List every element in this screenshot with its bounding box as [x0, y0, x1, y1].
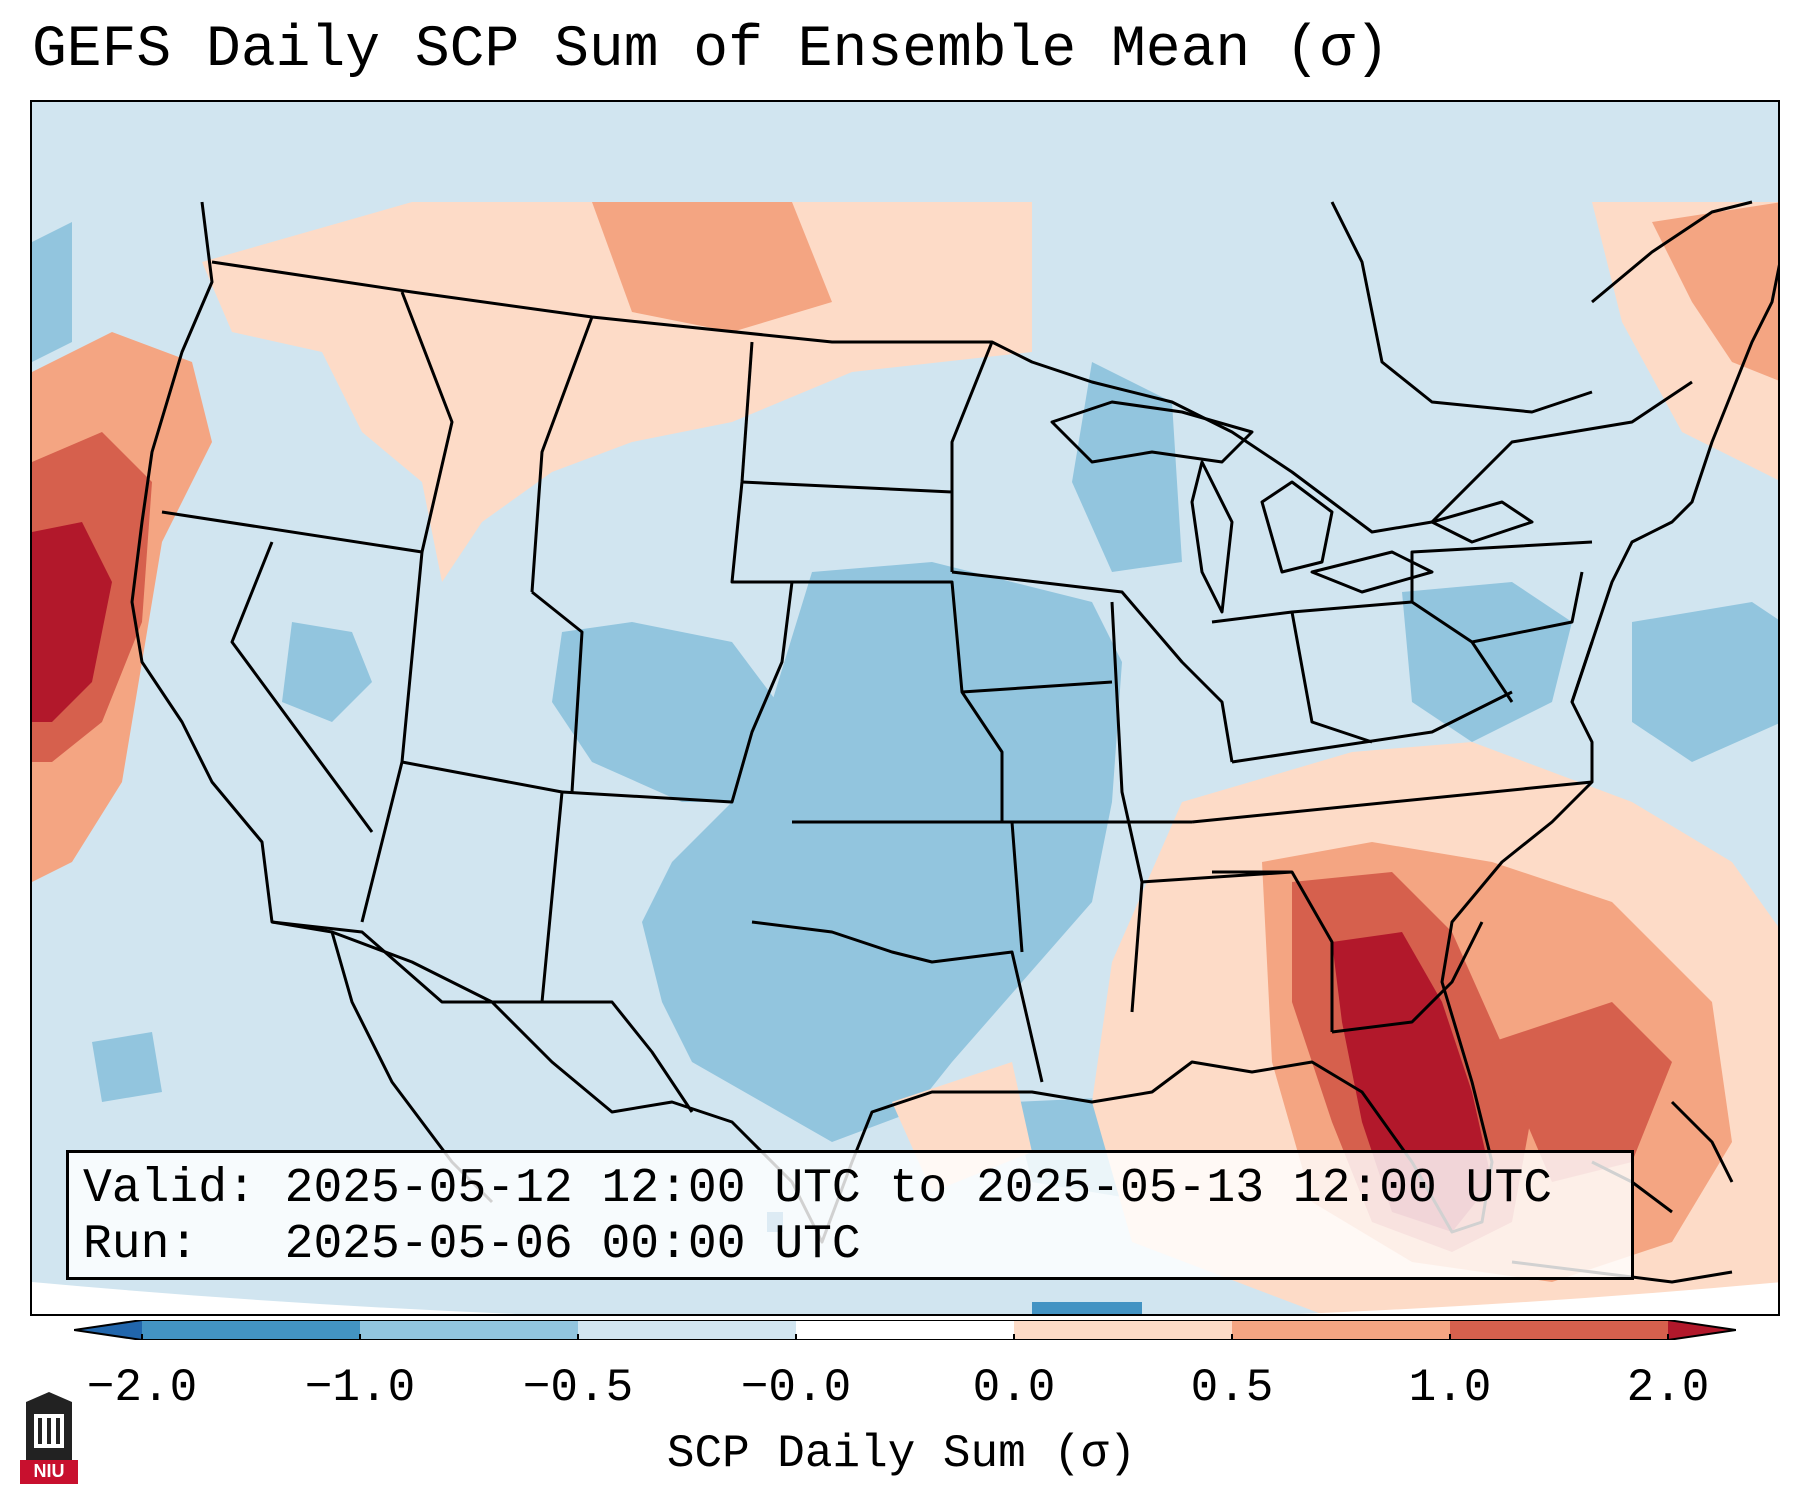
- valid-label: Valid:: [83, 1162, 256, 1216]
- colorbar-tick-label: −1.0: [304, 1362, 416, 1414]
- colorbar-tick-label: −2.0: [86, 1362, 198, 1414]
- colorbar-tick-label: 0.0: [972, 1362, 1056, 1414]
- colorbar-tick-label: 2.0: [1626, 1362, 1710, 1414]
- colorbar-tick-label: −0.5: [522, 1362, 634, 1414]
- colorbar-tick-label: 0.5: [1190, 1362, 1274, 1414]
- map-panel: [30, 100, 1780, 1316]
- niu-logo-text: NIU: [33, 1461, 65, 1481]
- colorbar-under-triangle: [74, 1320, 142, 1340]
- colorbar-segment: [796, 1320, 1014, 1340]
- colorbar-label: SCP Daily Sum (σ): [666, 1428, 1137, 1480]
- colorbar-segment: [578, 1320, 796, 1340]
- colorbar-segment: [142, 1320, 360, 1340]
- colorbar-segment: [1014, 1320, 1232, 1340]
- colorbar-segment: [1232, 1320, 1450, 1340]
- colorbar-tick-label: 1.0: [1408, 1362, 1492, 1414]
- niu-logo: [20, 1392, 78, 1484]
- map-title: GEFS Daily SCP Sum of Ensemble Mean (σ): [32, 18, 1390, 83]
- colorbar: [74, 1320, 1736, 1340]
- run-value: 2025-05-06 00:00 UTC: [284, 1218, 861, 1272]
- valid-info-box: Valid: 2025-05-12 12:00 UTC to 2025-05-1…: [66, 1150, 1634, 1280]
- valid-value: 2025-05-12 12:00 UTC to 2025-05-13 12:00…: [284, 1162, 1553, 1216]
- colorbar-segment: [360, 1320, 578, 1340]
- colorbar-over-triangle: [1668, 1320, 1736, 1340]
- run-label: Run:: [83, 1218, 199, 1272]
- colorbar-tick-label: −0.0: [740, 1362, 852, 1414]
- coastlines-and-borders: [130, 200, 1778, 1284]
- anomaly-map: [32, 102, 1778, 1314]
- colorbar-segment: [1450, 1320, 1668, 1340]
